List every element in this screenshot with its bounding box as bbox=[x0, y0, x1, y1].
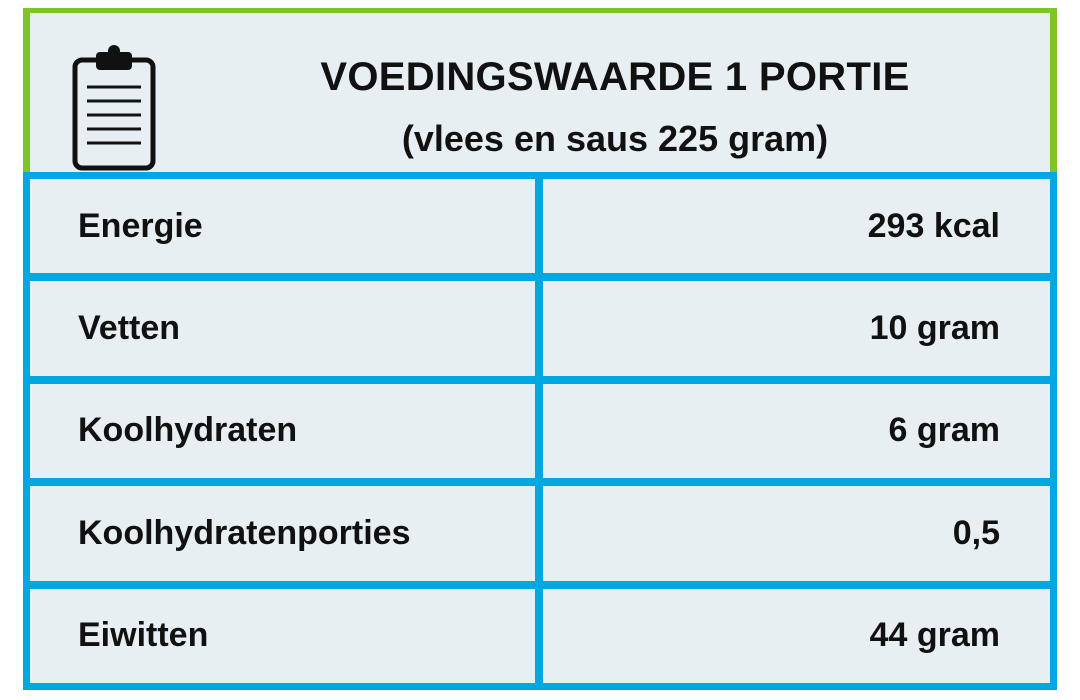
row-label-vetten: Vetten bbox=[30, 281, 535, 376]
row-label-energie: Energie bbox=[30, 179, 535, 274]
row-value-koolhydratenporties: 0,5 bbox=[543, 486, 1050, 581]
row-value-vetten: 10 gram bbox=[543, 281, 1050, 376]
row-label-koolhydratenporties: Koolhydratenporties bbox=[30, 486, 535, 581]
row-value-energie: 293 kcal bbox=[543, 179, 1050, 274]
nutrition-table: Energie 293 kcal Vetten 10 gram Koolhydr… bbox=[23, 172, 1057, 690]
nutrition-header: VOEDINGSWAARDE 1 PORTIE (vlees en saus 2… bbox=[23, 8, 1057, 174]
clipboard-icon bbox=[72, 45, 156, 171]
row-label-koolhydraten: Koolhydraten bbox=[30, 383, 535, 479]
row-label-eiwitten: Eiwitten bbox=[30, 588, 535, 683]
page-subtitle: (vlees en saus 225 gram) bbox=[401, 118, 829, 159]
row-value-eiwitten: 44 gram bbox=[543, 588, 1050, 683]
page-title: VOEDINGSWAARDE 1 PORTIE bbox=[320, 55, 910, 99]
row-value-koolhydraten: 6 gram bbox=[543, 383, 1050, 479]
